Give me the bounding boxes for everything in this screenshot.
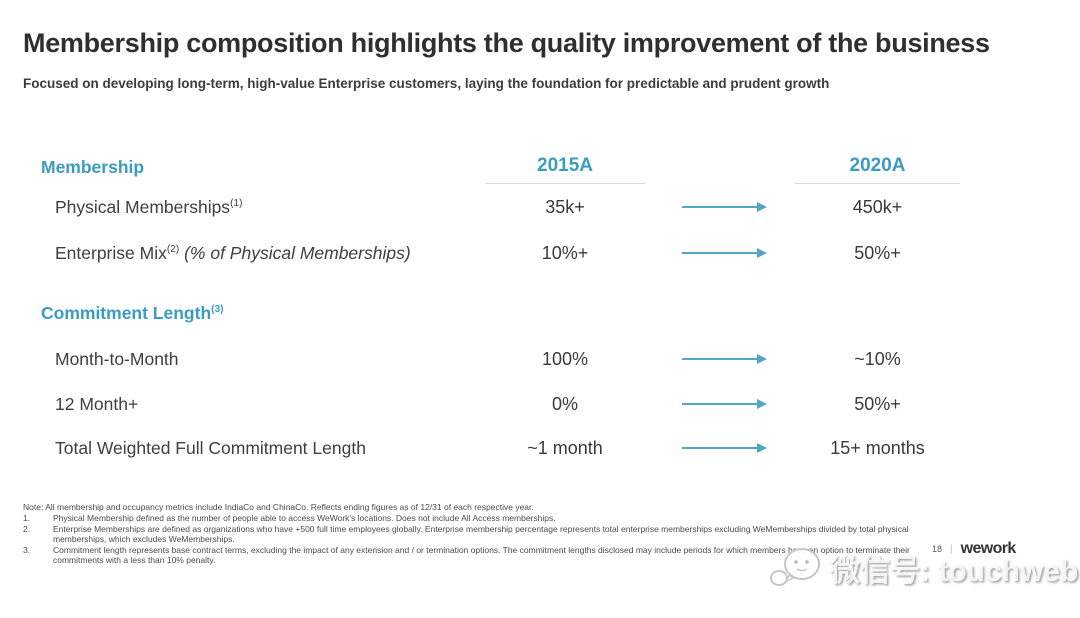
row-label-month-to-month: Month-to-Month [55,348,179,369]
footnote-text: Enterprise Memberships are defined as or… [53,524,909,545]
arrow-right-icon [682,201,767,212]
section-header-label: Membership [41,157,145,177]
arrow-right-icon [682,398,767,409]
arrow-cell [645,230,795,276]
value-2015-enterprise-mix: 10%+ [541,242,589,263]
arrow-cell [645,382,795,426]
arrow-cell [645,336,795,382]
arrow-cell [645,184,795,230]
wework-logo: wework [960,540,1017,557]
footnotes: Note: All membership and occupancy metri… [23,502,911,566]
arrow-cell [645,426,795,470]
footnote-text: Commitment length represents base contra… [53,545,910,566]
value-2020-physical: 450k+ [852,196,903,217]
footnote-number: 3. [23,545,31,556]
section-header-membership: Membership [41,146,485,184]
footnote-marker: (2) [166,243,180,255]
value-2020-month-to-month: ~10% [854,348,901,369]
value-2015-total-weighted: ~1 month [527,437,603,458]
value-2020-12-month: 50%+ [854,393,901,414]
column-header-2015: 2015A [485,146,645,184]
row-label-total-weighted-commitment: Total Weighted Full Commitment Length [55,437,366,458]
slide-footer: 18 | wework [932,540,1016,558]
page-number: 18 [932,544,943,554]
row-label-12-month-plus: 12 Month+ [55,393,139,414]
page-title: Membership composition highlights the qu… [23,28,990,58]
section-header-commitment-length: Commitment Length(3) [41,303,224,323]
footnote-text: Physical Membership defined as the numbe… [53,513,556,524]
footnote-number: 2. [23,524,31,535]
arrow-right-icon [682,247,767,258]
value-2015-12-month: 0% [551,393,578,414]
footnote-3: 3. Commitment length represents base con… [23,545,911,565]
membership-table: Membership 2015A 2020A Physical Membersh… [41,146,960,470]
arrow-right-icon [682,353,767,364]
footnote-number: 1. [23,513,31,524]
footnote-1: 1. Physical Membership defined as the nu… [23,513,911,523]
row-label-physical-memberships: Physical Memberships(1) [55,196,243,217]
column-header-2020: 2020A [795,146,960,184]
arrow-right-icon [682,442,767,453]
footnote-2: 2. Enterprise Memberships are defined as… [23,524,911,544]
row-label-enterprise-mix: Enterprise Mix(2) (% of Physical Members… [55,242,411,263]
value-2015-month-to-month: 100% [541,348,589,369]
footnote-marker: (1) [230,197,243,209]
value-2020-enterprise-mix: 50%+ [854,242,901,263]
footer-separator: | [950,543,953,555]
value-2015-physical: 35k+ [545,196,585,217]
value-2020-total-weighted: 15+ months [830,437,925,458]
footnote-general-note: Note: All membership and occupancy metri… [23,502,534,512]
column-header-spacer [645,146,795,184]
page-subtitle: Focused on developing long-term, high-va… [23,76,830,91]
footnote-marker: (3) [211,304,224,316]
